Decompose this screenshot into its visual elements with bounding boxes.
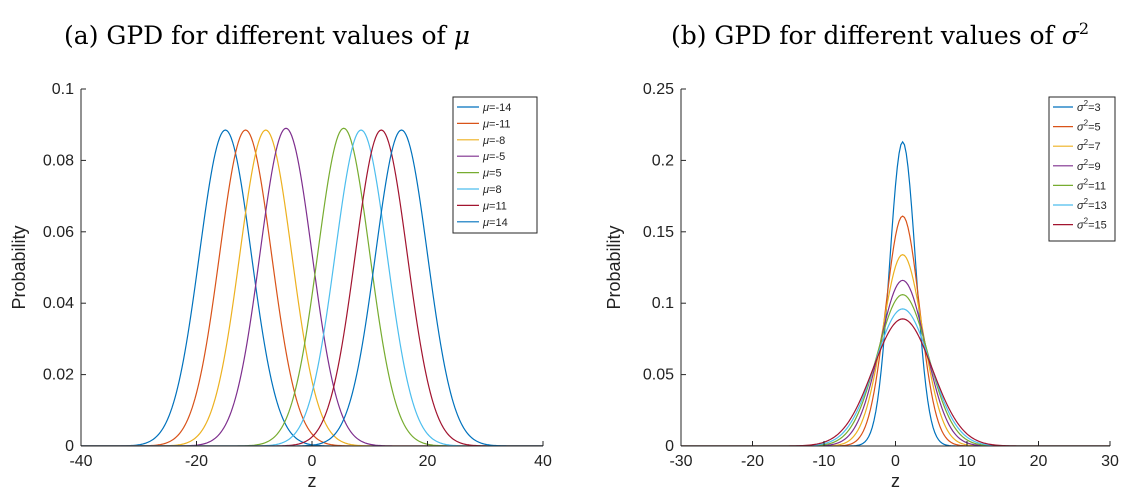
y-tick-label: 0.1 bbox=[652, 295, 674, 312]
series-line-2 bbox=[81, 129, 543, 446]
x-tick-label: 30 bbox=[1101, 453, 1119, 470]
x-tick-label: -10 bbox=[812, 453, 835, 470]
y-axis-label: Probability bbox=[9, 225, 29, 309]
y-axis-label: Probability bbox=[604, 225, 624, 309]
legend-entry: σ2=7 bbox=[1077, 138, 1101, 153]
legend-box bbox=[452, 96, 538, 234]
legend-entry: μ=14 bbox=[482, 217, 508, 229]
x-tick-label: -30 bbox=[669, 453, 692, 470]
x-tick-label: 40 bbox=[534, 453, 552, 470]
chart-title: (b) GPD for different values of σ2 bbox=[671, 19, 1089, 50]
legend-entry: σ2=13 bbox=[1077, 197, 1107, 212]
y-tick-label: 0.05 bbox=[643, 367, 674, 384]
series-line-5 bbox=[681, 294, 1110, 446]
chart-title: (a) GPD for different values of μ bbox=[64, 21, 470, 50]
legend-entry: μ=-5 bbox=[482, 151, 505, 163]
series-line-4 bbox=[81, 127, 543, 446]
chart-panel-a: (a) GPD for different values of μ -40 -20 0… bbox=[9, 21, 552, 491]
legend-entry: μ=-14 bbox=[482, 102, 511, 114]
series-line-6 bbox=[681, 308, 1110, 446]
legend: μ=-14 μ=-11 μ=-8 μ=-5 μ=5 μ=8 μ=11 μ=14 bbox=[452, 96, 538, 234]
y-tick-label: 0.06 bbox=[43, 224, 74, 241]
x-axis-label: z bbox=[891, 471, 900, 491]
x-tick-label: -20 bbox=[185, 453, 208, 470]
series-line-3 bbox=[681, 253, 1110, 446]
legend-entry: μ=8 bbox=[482, 184, 502, 196]
legend-entry: σ2=11 bbox=[1077, 177, 1106, 192]
legend-entry: σ2=15 bbox=[1077, 217, 1107, 232]
x-tick-label: 10 bbox=[958, 453, 976, 470]
y-tick-label: 0.15 bbox=[643, 224, 674, 241]
x-tick-label: -40 bbox=[69, 453, 92, 470]
legend-entry: σ2=9 bbox=[1077, 158, 1101, 173]
y-tick-label: 0.02 bbox=[43, 367, 74, 384]
series-line-7 bbox=[681, 318, 1110, 446]
chart-panel-b: (b) GPD for different values of σ2 -30 -20… bbox=[604, 19, 1119, 491]
legend-entry: μ=5 bbox=[482, 168, 502, 180]
y-tick-label: 0.08 bbox=[43, 152, 74, 169]
x-tick-label: 0 bbox=[891, 453, 900, 470]
y-tick-label: 0.25 bbox=[643, 81, 674, 98]
series-group bbox=[681, 140, 1110, 446]
x-tick-label: 0 bbox=[308, 453, 317, 470]
legend: σ2=3 σ2=5 σ2=7 σ2=9 σ2=11 σ2=13 σ2=15 bbox=[1048, 96, 1116, 242]
y-tick-label: 0 bbox=[665, 438, 674, 455]
y-tick-label: 0.2 bbox=[652, 152, 674, 169]
x-tick-label: 20 bbox=[419, 453, 437, 470]
legend-entry: μ=-8 bbox=[482, 135, 505, 147]
x-axis-label: z bbox=[308, 471, 317, 491]
y-tick-label: 0.04 bbox=[43, 295, 74, 312]
series-line-2 bbox=[681, 215, 1110, 446]
legend-entry: σ2=3 bbox=[1077, 99, 1101, 114]
y-tick-label: 0.1 bbox=[52, 81, 74, 98]
series-line-4 bbox=[681, 279, 1110, 446]
x-tick-label: -20 bbox=[741, 453, 764, 470]
legend-box bbox=[1048, 96, 1116, 242]
x-tick-label: 20 bbox=[1030, 453, 1048, 470]
y-tick-label: 0 bbox=[65, 438, 74, 455]
legend-entry: σ2=5 bbox=[1077, 119, 1101, 134]
legend-entry: μ=-11 bbox=[482, 118, 511, 130]
legend-entry: μ=11 bbox=[482, 200, 507, 212]
series-line-7 bbox=[81, 129, 543, 446]
series-line-1 bbox=[681, 140, 1110, 446]
